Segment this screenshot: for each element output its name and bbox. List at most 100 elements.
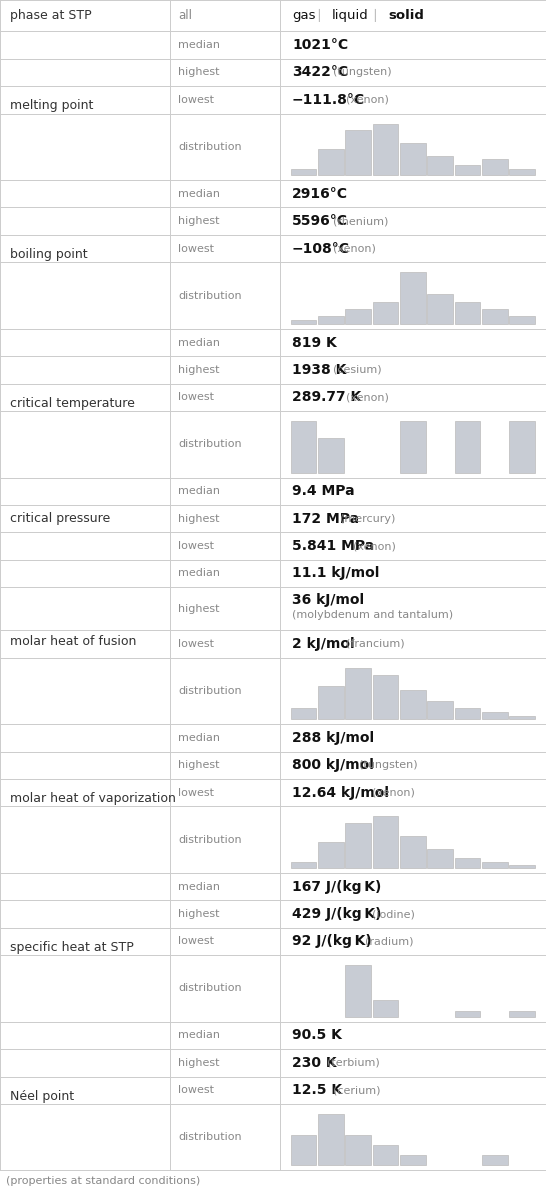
Text: Néel point: Néel point [10, 1089, 74, 1103]
Bar [482, 309, 508, 324]
Bar [290, 168, 316, 175]
Bar [427, 849, 453, 868]
Text: (iodine): (iodine) [372, 909, 414, 919]
Text: distribution: distribution [178, 983, 242, 993]
Bar [509, 1011, 535, 1017]
Text: lowest: lowest [178, 541, 214, 551]
Bar [509, 168, 535, 175]
Bar [427, 294, 453, 324]
Bar [290, 862, 316, 868]
Text: 172 MPa: 172 MPa [292, 511, 359, 526]
Bar [318, 149, 343, 175]
Text: median: median [178, 569, 220, 578]
Bar [290, 421, 316, 472]
Bar [290, 321, 316, 324]
Bar [318, 843, 343, 868]
Text: (cesium): (cesium) [334, 365, 382, 375]
Text: distribution: distribution [178, 834, 242, 845]
Text: 12.5 K: 12.5 K [292, 1084, 342, 1097]
Bar [372, 817, 399, 868]
Text: lowest: lowest [178, 392, 214, 403]
Text: median: median [178, 41, 220, 50]
Bar [454, 858, 480, 868]
Bar [318, 687, 343, 719]
Text: highest: highest [178, 760, 219, 770]
Text: boiling point: boiling point [10, 248, 87, 261]
Text: 1938 K: 1938 K [292, 362, 346, 377]
Text: (properties at standard conditions): (properties at standard conditions) [6, 1177, 200, 1186]
Text: 11.1 kJ/mol: 11.1 kJ/mol [292, 566, 379, 581]
Bar [372, 1000, 399, 1017]
Text: │: │ [308, 10, 329, 23]
Text: (tungsten): (tungsten) [359, 760, 418, 770]
Text: (francium): (francium) [346, 639, 405, 648]
Bar [372, 124, 399, 175]
Bar [427, 156, 453, 175]
Bar [372, 302, 399, 324]
Bar [427, 701, 453, 719]
Text: liquid: liquid [332, 10, 369, 23]
Text: │: │ [365, 10, 385, 23]
Text: phase at STP: phase at STP [10, 10, 92, 23]
Bar [345, 1135, 371, 1166]
Text: (rhenium): (rhenium) [334, 216, 389, 226]
Bar [318, 439, 343, 472]
Text: critical temperature: critical temperature [10, 397, 135, 410]
Text: 800 kJ/mol: 800 kJ/mol [292, 758, 374, 772]
Text: distribution: distribution [178, 291, 242, 300]
Text: 5.841 MPa: 5.841 MPa [292, 539, 374, 553]
Bar [345, 966, 371, 1017]
Bar [318, 1113, 343, 1166]
Text: 2 kJ/mol: 2 kJ/mol [292, 637, 354, 651]
Bar [400, 421, 426, 472]
Text: highest: highest [178, 1057, 219, 1068]
Text: median: median [178, 337, 220, 348]
Text: 92 J/(kg K): 92 J/(kg K) [292, 935, 372, 949]
Text: highest: highest [178, 514, 219, 523]
Bar [400, 272, 426, 324]
Text: highest: highest [178, 365, 219, 375]
Text: (xenon): (xenon) [346, 95, 389, 105]
Bar [400, 836, 426, 868]
Bar [509, 864, 535, 868]
Text: 36 kJ/mol: 36 kJ/mol [292, 594, 364, 607]
Text: distribution: distribution [178, 142, 242, 151]
Bar [482, 159, 508, 175]
Text: −108°C: −108°C [292, 242, 350, 255]
Text: 429 J/(kg K): 429 J/(kg K) [292, 907, 382, 921]
Bar [345, 668, 371, 719]
Bar [509, 715, 535, 719]
Text: lowest: lowest [178, 1085, 214, 1095]
Bar [345, 822, 371, 868]
Text: 167 J/(kg K): 167 J/(kg K) [292, 880, 381, 894]
Text: lowest: lowest [178, 243, 214, 254]
Text: highest: highest [178, 216, 219, 226]
Bar [454, 708, 480, 719]
Bar [482, 862, 508, 868]
Bar [454, 1011, 480, 1017]
Text: gas: gas [292, 10, 316, 23]
Text: 288 kJ/mol: 288 kJ/mol [292, 731, 374, 745]
Text: (xenon): (xenon) [346, 392, 389, 403]
Text: molar heat of fusion: molar heat of fusion [10, 635, 136, 648]
Bar [290, 708, 316, 719]
Bar [400, 143, 426, 175]
Text: (terbium): (terbium) [327, 1057, 380, 1068]
Text: distribution: distribution [178, 440, 242, 449]
Text: median: median [178, 486, 220, 496]
Text: lowest: lowest [178, 788, 214, 797]
Bar [482, 712, 508, 719]
Text: highest: highest [178, 909, 219, 919]
Text: (cerium): (cerium) [334, 1085, 381, 1095]
Text: molar heat of vaporization: molar heat of vaporization [10, 791, 176, 805]
Text: 1021°C: 1021°C [292, 38, 348, 52]
Bar [454, 421, 480, 472]
Text: highest: highest [178, 603, 219, 614]
Text: (tungsten): (tungsten) [334, 68, 392, 77]
Text: 5596°C: 5596°C [292, 215, 348, 228]
Bar [509, 421, 535, 472]
Text: (molybdenum and tantalum): (molybdenum and tantalum) [292, 610, 453, 620]
Text: lowest: lowest [178, 95, 214, 105]
Bar [290, 1135, 316, 1166]
Text: critical pressure: critical pressure [10, 513, 110, 526]
